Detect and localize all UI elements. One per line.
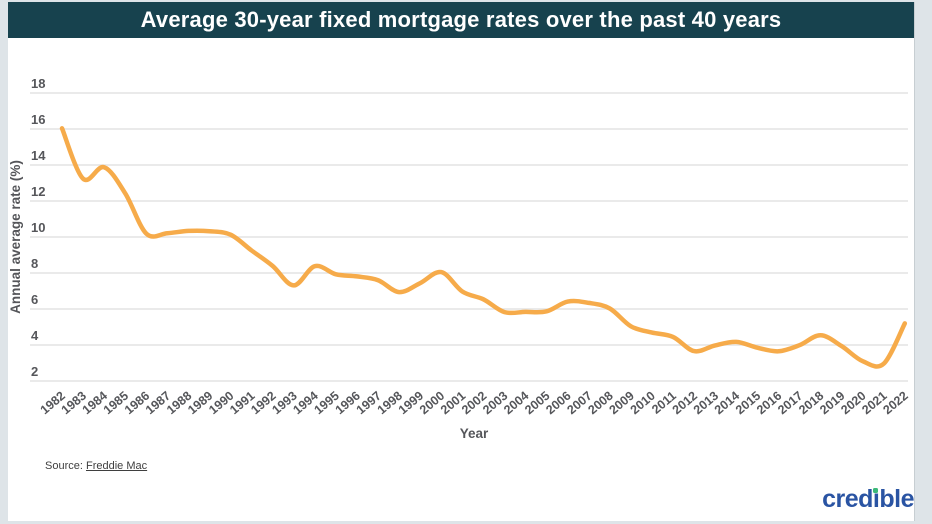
x-axis-title: Year (460, 426, 489, 441)
svg-text:2: 2 (31, 364, 38, 379)
svg-text:4: 4 (31, 328, 39, 343)
x-axis-tick-labels: 1982198319841985198619871988198919901991… (38, 389, 911, 418)
title-bar: Average 30-year fixed mortgage rates ove… (8, 2, 914, 38)
svg-text:8: 8 (31, 256, 38, 271)
page-title: Average 30-year fixed mortgage rates ove… (140, 7, 782, 32)
svg-text:10: 10 (31, 220, 45, 235)
svg-text:14: 14 (31, 148, 46, 163)
svg-text:16: 16 (31, 112, 45, 127)
source-label: Source: (45, 460, 83, 472)
y-axis-title: Annual average rate (%) (8, 160, 23, 314)
source-link-freddie-mac[interactable]: Freddie Mac (85, 460, 148, 472)
rate-line (59, 126, 908, 369)
chart-card: Average 30-year fixed mortgage rates ove… (8, 2, 915, 521)
credible-logo: credıble (822, 485, 914, 514)
svg-text:12: 12 (31, 184, 45, 199)
svg-text:6: 6 (31, 292, 38, 307)
logo-text-post: ble (879, 485, 914, 513)
svg-text:18: 18 (31, 76, 45, 91)
svg-text:2022: 2022 (880, 389, 910, 418)
logo-text-pre: cred (822, 485, 873, 513)
y-axis-tick-labels: 18 16 14 12 10 8 6 4 2 (31, 76, 46, 379)
gridlines (30, 92, 908, 382)
source-attribution: Source: Freddie Mac (45, 460, 147, 472)
logo-i-with-green-dot: ı (872, 485, 880, 513)
